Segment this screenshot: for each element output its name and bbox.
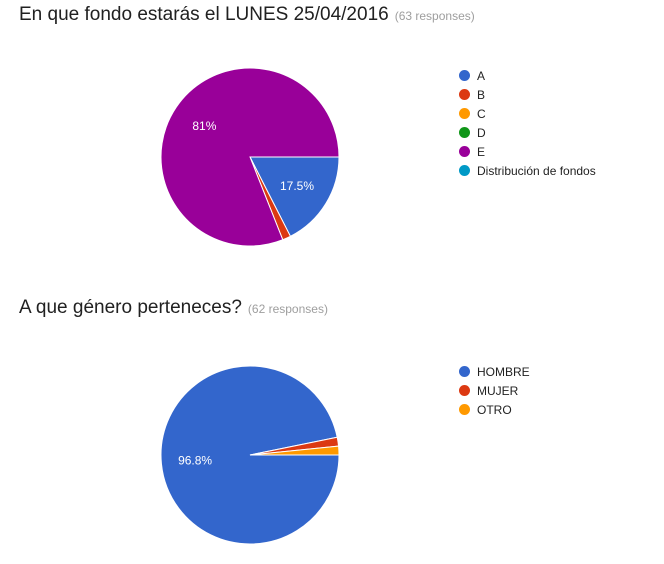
legend-item-a[interactable]: A: [459, 66, 596, 85]
pie-slice-a[interactable]: [249, 156, 340, 237]
legend-swatch: [459, 108, 470, 119]
legend-swatch: [459, 385, 470, 396]
question-section-genero: A que género perteneces? (62 responses) 9…: [0, 290, 664, 564]
legend-label: D: [477, 125, 486, 140]
legend-swatch: [459, 89, 470, 100]
legend-item-distribucion-de-fondos[interactable]: Distribución de fondos: [459, 161, 596, 180]
pie-slice-e[interactable]: [160, 67, 340, 247]
chart-legend-fondo: A B C D E Distribución de fondos: [459, 66, 596, 180]
question-header: En que fondo estarás el LUNES 25/04/2016…: [19, 4, 475, 26]
legend-swatch: [459, 366, 470, 377]
legend-swatch: [459, 165, 470, 176]
slice-label-a: 17.5%: [280, 179, 314, 193]
question-header: A que género perteneces? (62 responses): [19, 297, 328, 319]
legend-item-hombre[interactable]: HOMBRE: [459, 362, 530, 381]
pie-slice-otro[interactable]: [249, 445, 340, 456]
legend-item-e[interactable]: E: [459, 142, 596, 161]
legend-item-d[interactable]: D: [459, 123, 596, 142]
legend-item-c[interactable]: C: [459, 104, 596, 123]
legend-label: B: [477, 87, 486, 102]
legend-label: OTRO: [477, 402, 512, 417]
legend-item-mujer[interactable]: MUJER: [459, 381, 530, 400]
legend-item-otro[interactable]: OTRO: [459, 400, 530, 419]
pie-chart-genero: 96.8%: [160, 365, 340, 545]
legend-label: E: [477, 144, 486, 159]
legend-swatch: [459, 404, 470, 415]
chart-legend-genero: HOMBRE MUJER OTRO: [459, 362, 530, 419]
legend-item-b[interactable]: B: [459, 85, 596, 104]
legend-label: C: [477, 106, 486, 121]
legend-swatch: [459, 70, 470, 81]
legend-label: HOMBRE: [477, 364, 530, 379]
slice-label-hombre: 96.8%: [178, 454, 212, 468]
legend-label: A: [477, 68, 486, 83]
question-title: En que fondo estarás el LUNES 25/04/2016: [19, 4, 389, 25]
slice-label-e: 81%: [192, 119, 216, 133]
response-count: (63 responses): [394, 9, 475, 23]
question-section-fondo: En que fondo estarás el LUNES 25/04/2016…: [0, 0, 664, 280]
legend-swatch: [459, 127, 470, 138]
legend-label: Distribución de fondos: [477, 163, 596, 178]
legend-swatch: [459, 146, 470, 157]
pie-chart-fondo: 17.5% 81%: [160, 67, 340, 247]
legend-label: MUJER: [477, 383, 519, 398]
question-title: A que género perteneces?: [19, 297, 242, 318]
response-count: (62 responses): [247, 302, 328, 316]
